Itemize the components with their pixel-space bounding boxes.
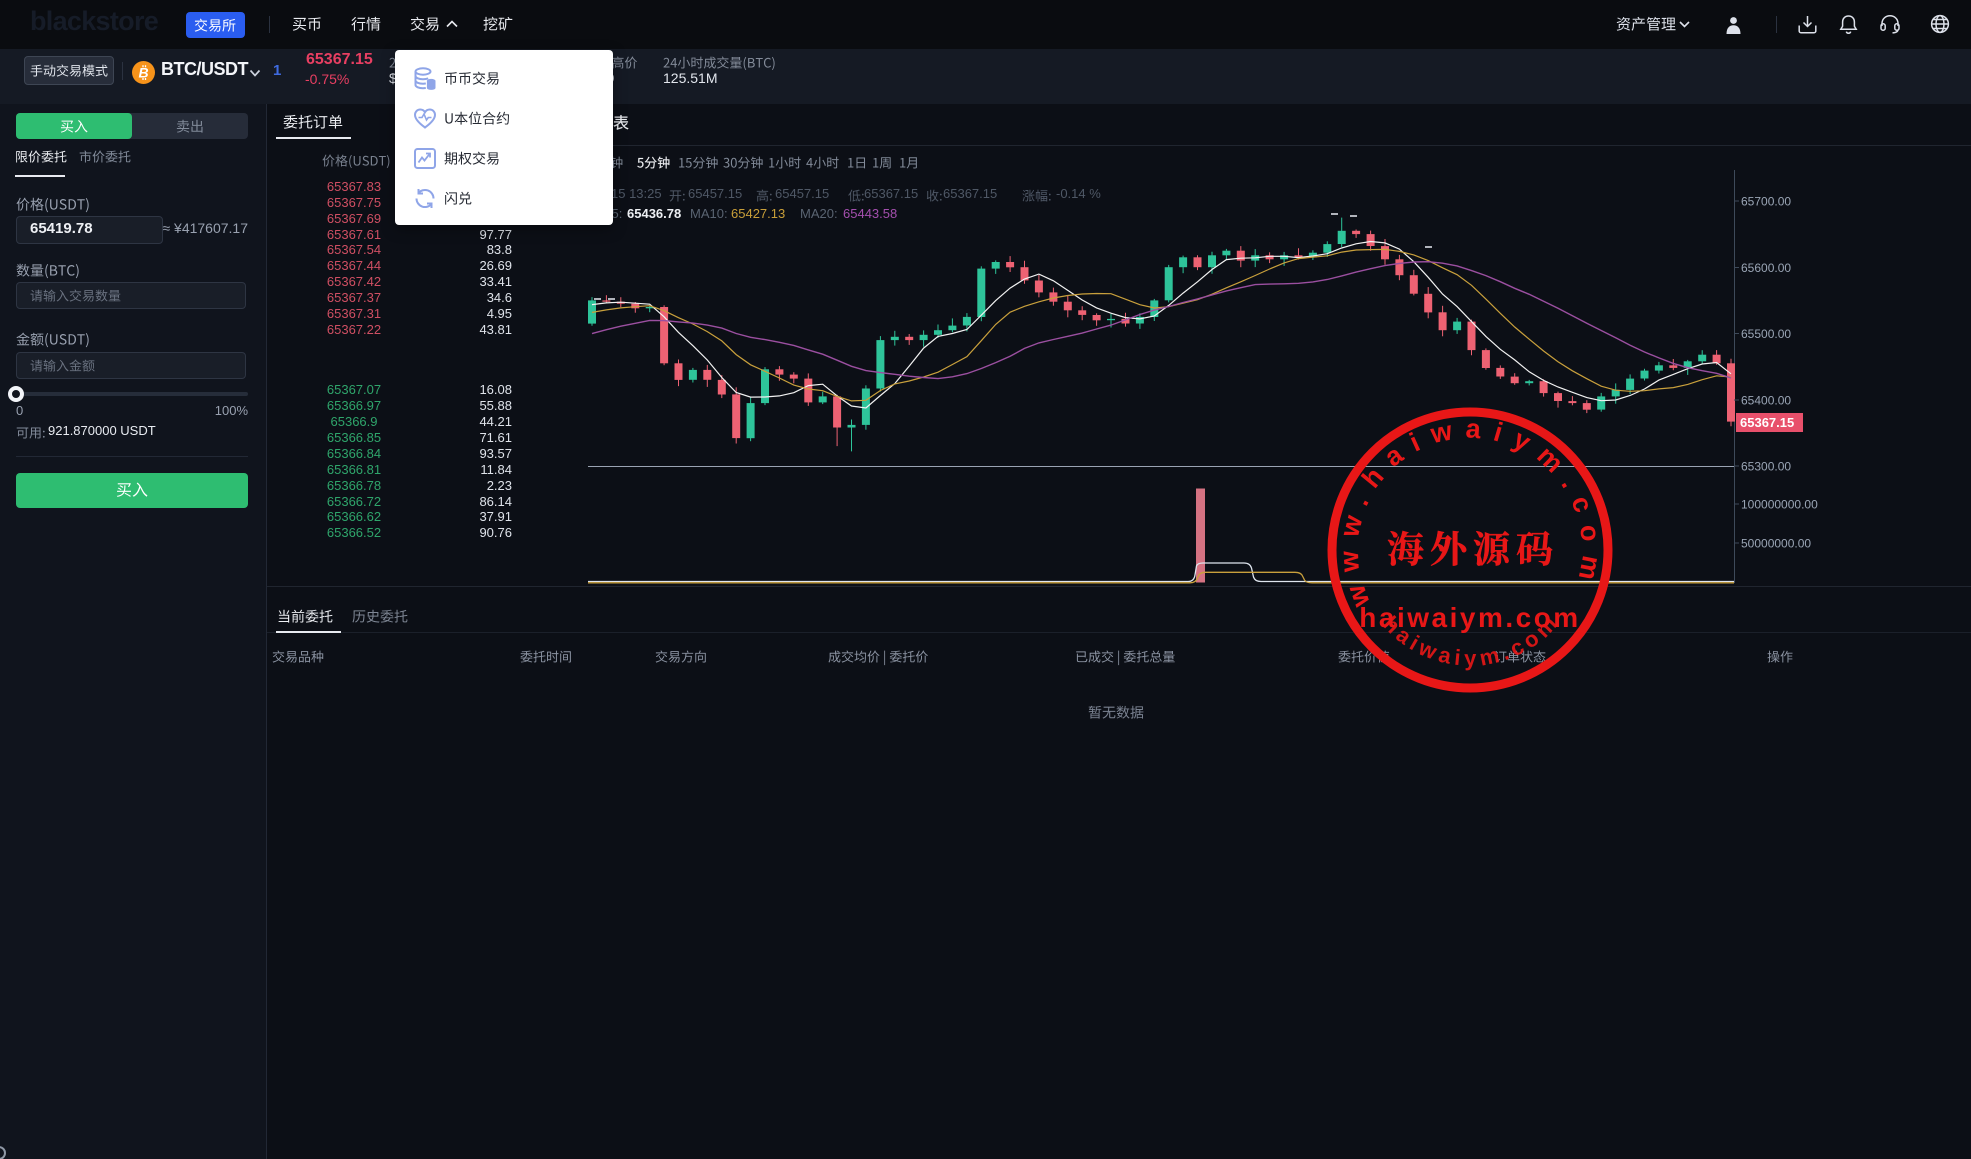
svg-text:65500.00: 65500.00 [1741,327,1791,341]
svg-text:65700.00: 65700.00 [1741,195,1791,209]
svg-text:65400.00: 65400.00 [1741,394,1791,408]
svg-text:65367.15: 65367.15 [1740,415,1794,430]
svg-text:www.haiwaiym.com: www.haiwaiym.com [1333,413,1606,612]
svg-text:B: B [138,65,148,81]
svg-text:100000000.00: 100000000.00 [1741,498,1818,512]
svg-text:65600.00: 65600.00 [1741,261,1791,275]
svg-text:50000000.00: 50000000.00 [1741,537,1811,551]
svg-text:65300.00: 65300.00 [1741,460,1791,474]
